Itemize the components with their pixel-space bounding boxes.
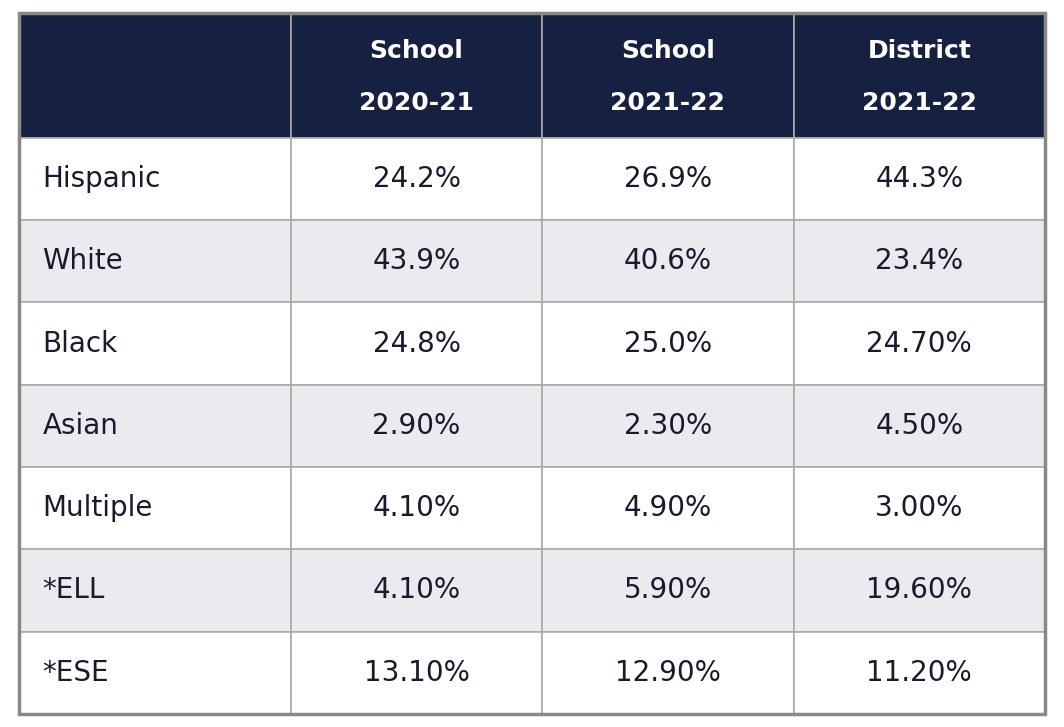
Bar [543, 13, 794, 138]
Bar [290, 632, 543, 714]
Text: 26.9%: 26.9% [624, 165, 712, 193]
Bar [794, 385, 1045, 467]
Bar [19, 550, 290, 632]
Text: Black: Black [43, 329, 118, 358]
Text: 11.20%: 11.20% [866, 659, 972, 687]
Text: *ELL: *ELL [43, 577, 105, 604]
Bar [19, 220, 290, 302]
Bar [290, 138, 543, 220]
Bar [794, 467, 1045, 550]
Text: 4.10%: 4.10% [372, 577, 461, 604]
Bar [794, 632, 1045, 714]
Bar [543, 302, 794, 385]
Text: 2.30%: 2.30% [624, 412, 712, 440]
Bar [19, 138, 290, 220]
Text: 13.10%: 13.10% [364, 659, 469, 687]
Bar [543, 385, 794, 467]
Bar [19, 13, 290, 138]
Text: Hispanic: Hispanic [43, 165, 161, 193]
Text: 4.50%: 4.50% [875, 412, 963, 440]
Text: 24.8%: 24.8% [372, 329, 461, 358]
Bar [794, 550, 1045, 632]
Bar [19, 385, 290, 467]
Text: 19.60%: 19.60% [866, 577, 972, 604]
Bar [543, 632, 794, 714]
Bar [794, 138, 1045, 220]
Bar [290, 550, 543, 632]
Text: 43.9%: 43.9% [372, 247, 461, 276]
Text: 2021-22: 2021-22 [611, 91, 726, 115]
Text: District: District [867, 39, 971, 63]
Text: 2021-22: 2021-22 [862, 91, 977, 115]
Bar [794, 302, 1045, 385]
Text: 4.90%: 4.90% [624, 494, 712, 522]
Bar [543, 467, 794, 550]
Bar [543, 220, 794, 302]
Text: 2020-21: 2020-21 [360, 91, 475, 115]
Bar [290, 467, 543, 550]
Text: School: School [621, 39, 715, 63]
Text: 24.2%: 24.2% [372, 165, 461, 193]
Bar [794, 220, 1045, 302]
Text: 23.4%: 23.4% [875, 247, 963, 276]
Text: 25.0%: 25.0% [624, 329, 712, 358]
Bar [543, 550, 794, 632]
Text: 24.70%: 24.70% [866, 329, 972, 358]
Text: School: School [369, 39, 464, 63]
Text: 2.90%: 2.90% [372, 412, 461, 440]
Text: 12.90%: 12.90% [615, 659, 720, 687]
Text: 40.6%: 40.6% [624, 247, 712, 276]
Text: 4.10%: 4.10% [372, 494, 461, 522]
Text: Multiple: Multiple [43, 494, 153, 522]
Bar [290, 220, 543, 302]
Bar [19, 467, 290, 550]
Bar [290, 13, 543, 138]
Text: *ESE: *ESE [43, 659, 110, 687]
Text: White: White [43, 247, 123, 276]
Text: 3.00%: 3.00% [875, 494, 963, 522]
Bar [290, 302, 543, 385]
Bar [19, 302, 290, 385]
Bar [794, 13, 1045, 138]
Text: 44.3%: 44.3% [875, 165, 963, 193]
Bar [290, 385, 543, 467]
Bar [543, 138, 794, 220]
Text: Asian: Asian [43, 412, 118, 440]
Bar [19, 632, 290, 714]
Text: 5.90%: 5.90% [624, 577, 712, 604]
